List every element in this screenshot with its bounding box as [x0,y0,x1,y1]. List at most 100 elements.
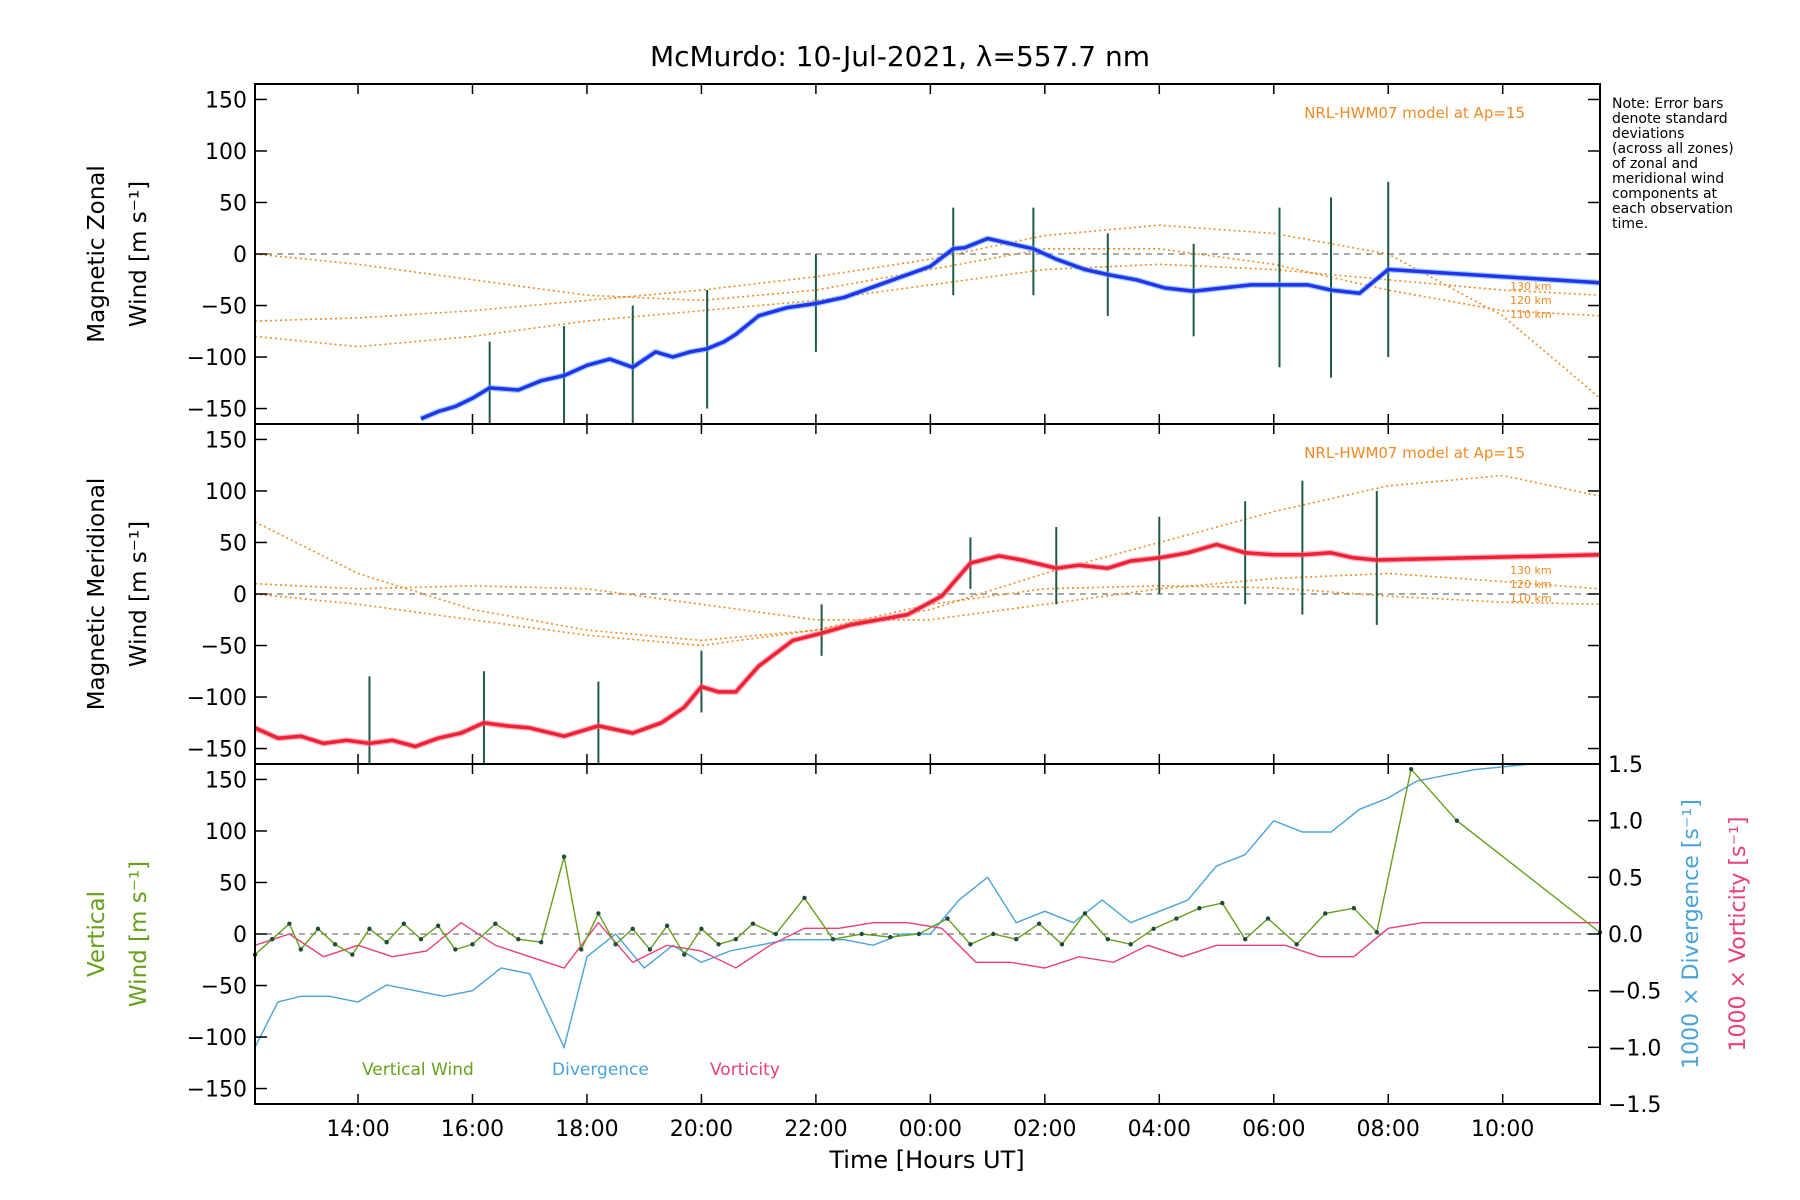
data-point [493,921,498,926]
x-tick-label: 02:00 [1013,1117,1076,1142]
data-point [1105,936,1110,942]
data-point [716,942,721,947]
x-tick-label: 06:00 [1242,1117,1305,1142]
y-tick-label: −50 [201,295,247,320]
panel-zonal: NRL-HWM07 model at Ap=15 130 km 120 km 1… [84,83,1601,425]
altitude-label-110: 110 km [1510,592,1552,605]
data-point [516,936,521,942]
model-label: NRL-HWM07 model at Ap=15 [1304,104,1525,122]
altitude-label-130: 130 km [1510,280,1552,293]
data-point [1014,936,1019,942]
data-point [1059,942,1065,947]
data-point [418,936,424,942]
data-point [401,921,407,926]
panel-vertical-ylabel: Vertical Wind [m s⁻¹] [84,861,152,1007]
data-point [664,923,670,928]
model-label: NRL-HWM07 model at Ap=15 [1304,444,1525,462]
data-point [538,940,544,945]
series-line-halo [253,541,1601,750]
data-point [802,895,807,901]
note-line: each observation [1612,201,1733,217]
right-tick-label: 0.0 [1608,923,1643,948]
y-tick-label: −100 [187,346,247,371]
ylabel-line2: Wind [m s⁻¹] [126,521,152,667]
note-line: meridional wind [1612,171,1724,187]
series-line [254,542,1601,749]
data-point [699,926,704,932]
data-point [991,931,996,937]
data-point [630,926,635,932]
x-axis-title: Time [Hours UT] [828,1146,1024,1174]
y-tick-label: −100 [187,1026,247,1051]
data-point [1220,900,1225,906]
data-point [859,931,864,937]
model-curve [254,474,1601,642]
data-point [435,923,441,928]
data-point [682,952,687,957]
altitude-label-120: 120 km [1510,578,1552,591]
data-point [1323,911,1328,916]
right-label-divergence: 1000 × Divergence [s⁻¹] [1679,799,1704,1069]
data-point [916,931,922,937]
y-tick-label: 100 [205,820,247,845]
data-point [315,926,321,932]
y-tick-label: 50 [219,191,247,216]
panel-vertical: Vertical Wind [m s⁻¹] Vertical Wind Dive… [84,763,1751,1105]
panel-meridional: NRL-HWM07 model at Ap=15 130 km 120 km 1… [84,423,1601,765]
data-point [830,936,836,942]
data-point [1036,921,1042,926]
note-line: denote standard [1612,111,1728,127]
data-point [1242,936,1248,942]
ylabel-line1: Magnetic Meridional [84,478,110,711]
ylabel-line2: Wind [m s⁻¹] [126,181,152,327]
y-tick-label: −150 [187,1078,247,1103]
data-point [287,921,292,926]
data-point [470,942,475,947]
legend-divergence: Divergence [552,1060,649,1080]
data-point [1351,906,1357,911]
data-point [332,942,338,947]
data-point [613,942,618,947]
y-tick-label: 50 [219,531,247,556]
y-tick-label: 150 [205,768,247,793]
right-tick-label: 0.5 [1608,866,1643,891]
data-point [945,916,950,921]
note-block: Note: Error bars denote standard deviati… [1612,96,1734,232]
legend-vorticity: Vorticity [710,1060,780,1080]
panel-zonal-ylabel: Magnetic Zonal Wind [m s⁻¹] [84,165,152,343]
data-point [579,947,584,952]
data-point [647,947,653,952]
data-point [561,854,567,859]
data-point [968,942,973,947]
data-point [453,947,458,952]
x-tick-label: 08:00 [1357,1117,1420,1142]
data-point [1151,926,1156,932]
data-point [367,926,372,932]
x-tick-label: 04:00 [1128,1117,1191,1142]
data-point [1454,818,1460,823]
altitude-label-120: 120 km [1510,294,1552,307]
y-tick-label: 0 [233,243,247,268]
data-point [596,911,601,916]
y-tick-label: −50 [201,975,247,1000]
model-curve [254,224,1601,399]
data-point [1265,916,1271,921]
y-tick-label: 0 [233,583,247,608]
series-line-divergence [254,763,1532,1050]
model-curve [254,263,1601,348]
data-point [1082,911,1088,916]
note-line: of zonal and [1612,156,1698,172]
y-tick-label: 50 [219,871,247,896]
note-line: (across all zones) [1612,141,1734,157]
y-tick-label: 150 [205,88,247,113]
data-point [750,921,756,926]
series-line [420,236,1601,421]
note-line: Note: Error bars [1612,96,1723,112]
data-point [733,936,738,942]
data-point [773,931,779,937]
model-curve [254,584,1601,647]
data-point [1128,942,1133,947]
right-tick-label: −1.5 [1608,1093,1661,1118]
right-tick-label: 1.0 [1608,810,1643,835]
